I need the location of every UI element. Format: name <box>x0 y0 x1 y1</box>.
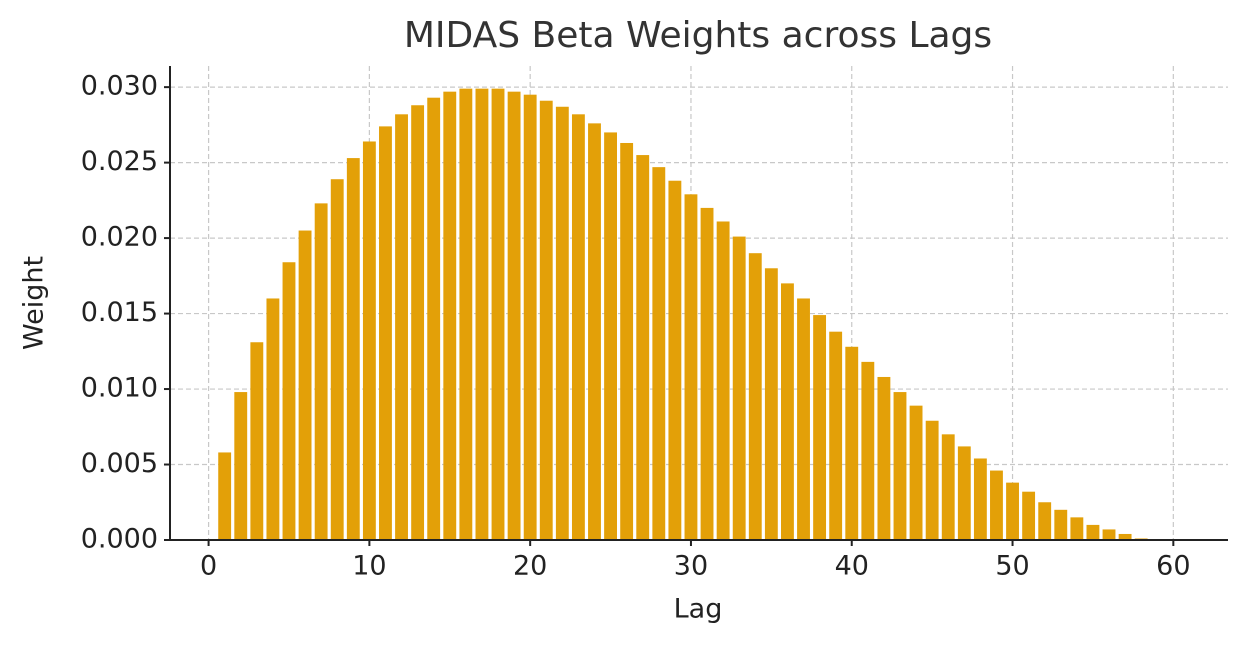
y-tick-label: 0.030 <box>81 71 158 102</box>
bar <box>748 253 762 541</box>
bar <box>282 262 296 540</box>
bar <box>571 114 585 541</box>
bar <box>1054 509 1068 540</box>
bar <box>298 230 312 541</box>
x-axis-label: Lag <box>674 594 723 625</box>
bar <box>314 203 328 540</box>
bar <box>266 298 280 540</box>
y-axis-label: Weight <box>19 256 50 350</box>
bar <box>668 180 682 540</box>
bar <box>250 342 264 540</box>
y-tick-label: 0.000 <box>81 524 158 555</box>
bar <box>941 434 955 540</box>
bar <box>427 97 441 541</box>
bar <box>507 91 521 541</box>
bar <box>700 207 714 541</box>
x-tick-label: 40 <box>835 551 869 582</box>
bar <box>716 221 730 540</box>
bar <box>1086 524 1100 540</box>
bar <box>813 315 827 540</box>
bar <box>925 420 939 540</box>
bar <box>604 132 617 540</box>
x-tick-label: 60 <box>1156 551 1190 582</box>
bar <box>1006 482 1019 540</box>
bar <box>475 88 489 540</box>
bar <box>652 167 666 540</box>
bar <box>1022 491 1036 540</box>
y-tick-label: 0.005 <box>81 448 158 479</box>
bar <box>234 392 248 540</box>
y-tick-label: 0.010 <box>81 373 158 404</box>
bar <box>362 141 376 540</box>
bar <box>732 236 746 540</box>
bar <box>845 346 859 540</box>
bar <box>620 142 634 541</box>
bar <box>443 91 457 541</box>
bar <box>346 158 360 540</box>
x-tick-label: 0 <box>200 551 217 582</box>
bar <box>973 458 987 540</box>
bar <box>990 470 1003 540</box>
bar <box>218 452 232 540</box>
bar <box>411 105 425 540</box>
y-tick-label: 0.015 <box>81 297 158 328</box>
x-tick-label: 20 <box>513 551 547 582</box>
bar <box>877 376 891 540</box>
bar <box>555 106 569 540</box>
bar <box>395 114 408 541</box>
bar <box>1038 502 1052 540</box>
bar <box>893 392 907 540</box>
bar <box>957 446 971 540</box>
bar <box>1102 529 1116 540</box>
bar <box>523 94 537 541</box>
chart-title: MIDAS Beta Weights across Lags <box>404 15 992 56</box>
bar <box>1070 517 1084 540</box>
y-tick-label: 0.025 <box>81 146 158 177</box>
x-tick-label: 10 <box>352 551 386 582</box>
bar <box>829 331 843 540</box>
bar <box>764 268 778 540</box>
bar <box>459 88 473 540</box>
bar <box>491 88 505 540</box>
bar <box>1118 533 1132 540</box>
bar <box>636 155 650 540</box>
bar <box>797 298 810 540</box>
x-tick-label: 30 <box>674 551 708 582</box>
x-tick-label: 50 <box>995 551 1029 582</box>
bar <box>861 361 875 540</box>
y-tick-label: 0.020 <box>81 222 158 253</box>
bar <box>379 126 392 540</box>
bar <box>588 123 601 540</box>
bar <box>539 100 553 541</box>
bar <box>781 283 794 540</box>
bar <box>684 194 698 540</box>
bar <box>330 179 344 541</box>
bar <box>909 405 923 540</box>
